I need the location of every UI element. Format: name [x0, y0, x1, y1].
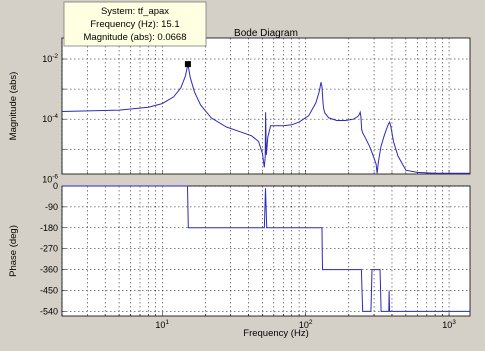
datatip-magnitude: Magnitude (abs): 0.0668: [84, 32, 187, 43]
phase-axis-label: Phase (deg): [8, 225, 19, 277]
phase-y-ticks: 0 -90 -180 -270 -360 -450 -540: [40, 181, 58, 316]
phase-ytick-label: -360: [40, 265, 58, 275]
phase-ytick-label: -540: [40, 306, 58, 316]
x-ticks: 101 102 103: [155, 319, 456, 330]
datatip-box: [63, 1, 207, 47]
magnitude-curve: [61, 63, 470, 174]
datatip-system: System: tf_apax: [101, 6, 169, 17]
xtick-label: 101: [155, 319, 169, 330]
phase-ytick-label: -180: [40, 223, 58, 233]
mag-ytick-label: 10-4: [42, 113, 58, 124]
magnitude-axis-label: Magnitude (abs): [8, 72, 19, 141]
xtick-label: 103: [442, 319, 456, 330]
phase-ytick-label: -270: [40, 244, 58, 254]
chart-title: Bode Diagram: [234, 28, 298, 39]
datatip-frequency: Frequency (Hz): 15.1: [90, 19, 179, 30]
phase-ytick-label: -450: [40, 285, 58, 295]
mag-ytick-label: 10-6: [42, 173, 58, 184]
x-axis-label: Frequency (Hz): [243, 328, 308, 339]
xtick-label: 102: [299, 319, 313, 330]
datatip-marker[interactable]: [184, 61, 191, 68]
phase-ytick-label: 0: [53, 181, 58, 191]
magnitude-y-ticks: 10-2 10-4 10-6: [42, 53, 58, 184]
datatip[interactable]: System: tf_apax Frequency (Hz): 15.1 Mag…: [63, 1, 207, 47]
magnitude-grid: [61, 38, 470, 174]
phase-ytick-label: -90: [45, 202, 58, 212]
phase-curve: [62, 185, 470, 312]
mag-ytick-label: 10-2: [42, 53, 58, 64]
